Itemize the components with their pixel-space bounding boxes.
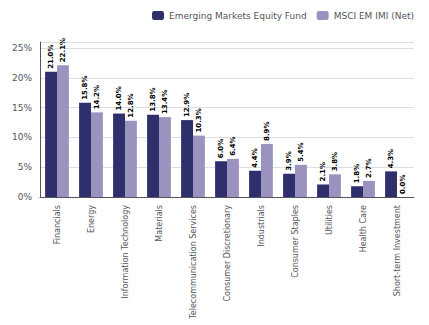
svg-text:Consumer Staples: Consumer Staples	[291, 205, 300, 278]
svg-text:8.9%: 8.9%	[263, 122, 271, 141]
svg-text:1.8%: 1.8%	[353, 164, 361, 183]
svg-text:14.0%: 14.0%	[115, 86, 123, 110]
svg-text:Financials: Financials	[53, 205, 62, 244]
svg-text:2.1%: 2.1%	[319, 162, 327, 181]
svg-text:20%: 20%	[12, 73, 32, 83]
svg-text:12.8%: 12.8%	[127, 93, 135, 117]
svg-text:2.7%: 2.7%	[365, 158, 373, 177]
svg-text:Utilities: Utilities	[325, 205, 334, 235]
svg-text:10%: 10%	[12, 132, 32, 142]
svg-text:0.0%: 0.0%	[399, 175, 407, 194]
svg-text:4.3%: 4.3%	[387, 149, 395, 168]
svg-text:22.1%: 22.1%	[59, 38, 67, 62]
svg-text:3.8%: 3.8%	[331, 152, 339, 171]
svg-text:Energy: Energy	[87, 205, 96, 233]
svg-text:15.8%: 15.8%	[81, 76, 89, 100]
svg-text:3.9%: 3.9%	[285, 151, 293, 170]
svg-text:Telecommunication Services: Telecommunication Services	[189, 205, 198, 320]
svg-text:5.4%: 5.4%	[297, 142, 305, 161]
svg-text:5%: 5%	[18, 162, 33, 172]
svg-text:Short-term Investment: Short-term Investment	[393, 205, 402, 296]
svg-text:Materials: Materials	[155, 205, 164, 242]
svg-text:Emerging Markets Equity Fund: Emerging Markets Equity Fund	[169, 11, 307, 21]
svg-text:13.4%: 13.4%	[161, 90, 169, 114]
svg-text:12.9%: 12.9%	[183, 93, 191, 117]
svg-text:4.4%: 4.4%	[251, 148, 259, 167]
svg-text:15%: 15%	[12, 103, 32, 113]
svg-text:MSCI EM IMI (Net): MSCI EM IMI (Net)	[334, 11, 414, 21]
svg-text:Industrials: Industrials	[257, 205, 266, 247]
svg-text:13.8%: 13.8%	[149, 87, 157, 111]
svg-text:25%: 25%	[12, 43, 32, 53]
svg-text:6.4%: 6.4%	[229, 136, 237, 155]
svg-text:6.0%: 6.0%	[217, 139, 225, 158]
svg-text:14.2%: 14.2%	[93, 85, 101, 109]
svg-text:10.3%: 10.3%	[195, 108, 203, 132]
svg-text:Information Technology: Information Technology	[121, 205, 130, 299]
svg-text:0%: 0%	[18, 192, 33, 202]
svg-text:Health Care: Health Care	[359, 205, 368, 252]
svg-text:Consumer Discretionary: Consumer Discretionary	[223, 205, 232, 302]
svg-text:21.0%: 21.0%	[47, 45, 55, 69]
